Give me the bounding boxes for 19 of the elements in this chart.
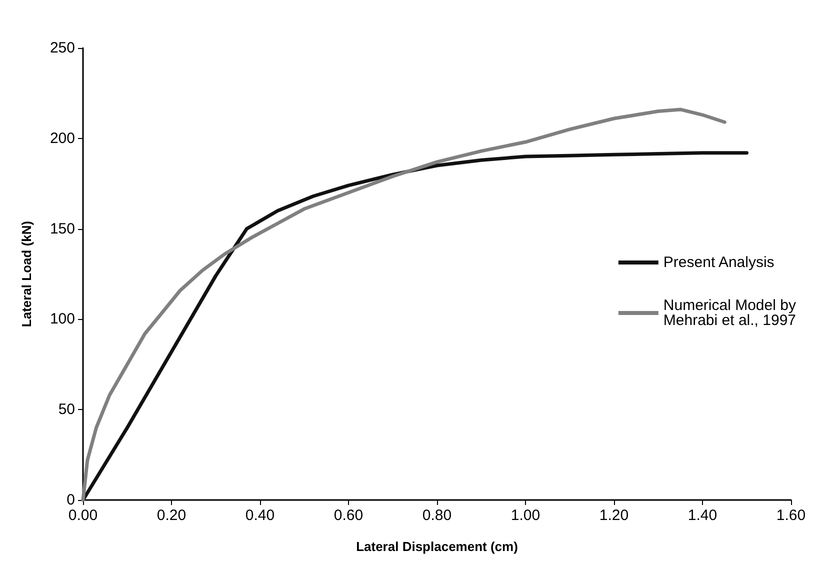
y-axis-title: Lateral Load (kN) — [19, 220, 34, 328]
y-tick-label: 100 — [50, 310, 75, 328]
y-tick-label: 50 — [58, 401, 75, 418]
legend-label: Present Analysis — [663, 254, 774, 271]
x-tick-label: 1.60 — [776, 507, 806, 524]
x-tick-label: 0.60 — [334, 507, 364, 524]
y-tick-label: 250 — [50, 40, 75, 56]
legend-label: Numerical Model by Mehrabi et al., 1997 — [663, 297, 796, 329]
x-tick-label: 1.20 — [599, 507, 629, 524]
x-tick-label: 0.80 — [422, 507, 452, 524]
x-tick-label: 0.20 — [156, 507, 186, 524]
x-tick-label: 0.00 — [68, 507, 98, 524]
x-tick-label: 1.40 — [688, 507, 718, 524]
y-tick-label: 0 — [66, 492, 75, 508]
y-tick-label: 200 — [50, 130, 75, 147]
x-tick-label: 0.40 — [245, 507, 275, 524]
x-tick-label: 1.00 — [510, 507, 540, 524]
x-axis-title: Lateral Displacement (cm) — [356, 539, 518, 554]
y-tick-label: 150 — [50, 220, 75, 238]
